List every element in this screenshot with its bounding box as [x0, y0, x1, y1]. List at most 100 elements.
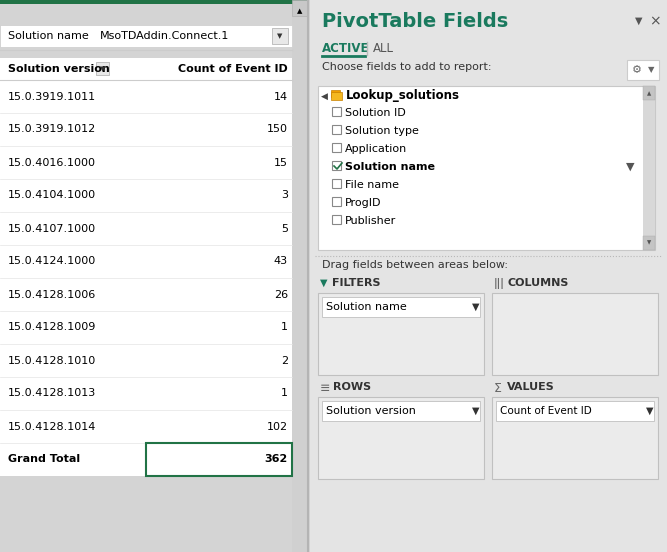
- Bar: [96, 62, 109, 75]
- Text: 3: 3: [281, 190, 288, 200]
- Text: Count of Event ID: Count of Event ID: [500, 406, 592, 416]
- Text: 15: 15: [274, 157, 288, 167]
- Text: ▼: ▼: [648, 66, 654, 75]
- Bar: [0, 179, 292, 212]
- Text: File name: File name: [345, 180, 399, 190]
- Text: ▼: ▼: [635, 16, 643, 26]
- Text: ◀: ◀: [321, 92, 327, 100]
- Text: Application: Application: [345, 144, 408, 154]
- Bar: [332, 143, 341, 152]
- Bar: [332, 125, 341, 134]
- Bar: [332, 215, 341, 224]
- Text: MsoTDAddin.Connect.1: MsoTDAddin.Connect.1: [100, 31, 229, 41]
- Text: Lookup_solutions: Lookup_solutions: [346, 89, 460, 103]
- Text: Grand Total: Grand Total: [8, 454, 80, 464]
- Text: 15.0.4128.1006: 15.0.4128.1006: [8, 289, 96, 300]
- Bar: [643, 86, 655, 100]
- Text: 15.0.4128.1013: 15.0.4128.1013: [8, 389, 96, 399]
- Bar: [0, 4, 292, 552]
- Bar: [0, 443, 292, 476]
- Text: ⚙: ⚙: [632, 65, 642, 75]
- Text: 15.0.3919.1011: 15.0.3919.1011: [8, 92, 96, 102]
- Text: 15.0.4128.1014: 15.0.4128.1014: [8, 422, 96, 432]
- Bar: [318, 397, 484, 479]
- Bar: [310, 0, 667, 552]
- Bar: [318, 86, 655, 250]
- Text: Publisher: Publisher: [345, 216, 396, 226]
- Bar: [0, 80, 292, 113]
- Text: ▼: ▼: [100, 66, 105, 72]
- Text: 15.0.4107.1000: 15.0.4107.1000: [8, 224, 96, 233]
- Bar: [292, 0, 308, 552]
- Bar: [292, 0, 308, 16]
- Text: 15.0.4128.1010: 15.0.4128.1010: [8, 355, 96, 365]
- Bar: [322, 297, 480, 317]
- Bar: [0, 25, 292, 47]
- Text: 15.0.4124.1000: 15.0.4124.1000: [8, 257, 96, 267]
- Text: 15.0.4128.1009: 15.0.4128.1009: [8, 322, 96, 332]
- Bar: [332, 179, 341, 188]
- Text: |||: |||: [494, 278, 505, 289]
- Bar: [0, 344, 292, 377]
- Text: Solution version: Solution version: [326, 406, 416, 416]
- Text: ▲: ▲: [647, 92, 651, 97]
- Text: ▼: ▼: [626, 162, 634, 172]
- Bar: [322, 401, 480, 421]
- Text: ProgID: ProgID: [345, 198, 382, 208]
- Bar: [492, 397, 658, 479]
- Text: ×: ×: [649, 14, 661, 28]
- Bar: [0, 146, 292, 179]
- Text: Solution ID: Solution ID: [345, 108, 406, 118]
- Text: 150: 150: [267, 125, 288, 135]
- Text: FILTERS: FILTERS: [332, 278, 380, 288]
- Bar: [331, 90, 340, 97]
- Bar: [146, 443, 292, 476]
- Text: 15.0.3919.1012: 15.0.3919.1012: [8, 125, 96, 135]
- Text: Choose fields to add to report:: Choose fields to add to report:: [322, 62, 492, 72]
- Bar: [0, 245, 292, 278]
- Text: 1: 1: [281, 389, 288, 399]
- Text: ▼: ▼: [277, 33, 283, 39]
- Text: VALUES: VALUES: [507, 382, 555, 392]
- Bar: [643, 236, 655, 250]
- Bar: [0, 212, 292, 245]
- Text: 362: 362: [265, 454, 288, 464]
- Text: Drag fields between areas below:: Drag fields between areas below:: [322, 260, 508, 270]
- Bar: [627, 60, 659, 80]
- Text: 15.0.4016.1000: 15.0.4016.1000: [8, 157, 96, 167]
- Text: ROWS: ROWS: [333, 382, 371, 392]
- Bar: [0, 113, 292, 146]
- Bar: [332, 161, 341, 170]
- Bar: [0, 377, 292, 410]
- Text: ▼: ▼: [472, 302, 480, 312]
- Bar: [272, 28, 288, 44]
- Text: 14: 14: [274, 92, 288, 102]
- Text: 43: 43: [274, 257, 288, 267]
- Text: ≡: ≡: [320, 382, 331, 395]
- Text: Solution name: Solution name: [326, 302, 407, 312]
- Text: 15.0.4104.1000: 15.0.4104.1000: [8, 190, 96, 200]
- Text: PivotTable Fields: PivotTable Fields: [322, 12, 508, 31]
- Text: ACTIVE: ACTIVE: [322, 42, 370, 55]
- Bar: [0, 278, 292, 311]
- Text: Solution name: Solution name: [8, 31, 89, 41]
- Text: Solution name: Solution name: [345, 162, 435, 172]
- Text: ▲: ▲: [297, 8, 303, 14]
- Bar: [0, 311, 292, 344]
- Bar: [331, 92, 342, 100]
- Bar: [0, 58, 292, 80]
- Text: ▼: ▼: [472, 406, 480, 416]
- Text: 26: 26: [274, 289, 288, 300]
- Text: 5: 5: [281, 224, 288, 233]
- Bar: [0, 0, 308, 552]
- Text: 2: 2: [281, 355, 288, 365]
- Text: COLUMNS: COLUMNS: [508, 278, 570, 288]
- Text: Solution version: Solution version: [8, 64, 110, 74]
- Text: Σ: Σ: [494, 382, 502, 395]
- Text: ▼: ▼: [646, 406, 654, 416]
- Bar: [492, 293, 658, 375]
- Text: 1: 1: [281, 322, 288, 332]
- Bar: [332, 197, 341, 206]
- Text: ▼: ▼: [320, 278, 327, 288]
- Bar: [332, 107, 341, 116]
